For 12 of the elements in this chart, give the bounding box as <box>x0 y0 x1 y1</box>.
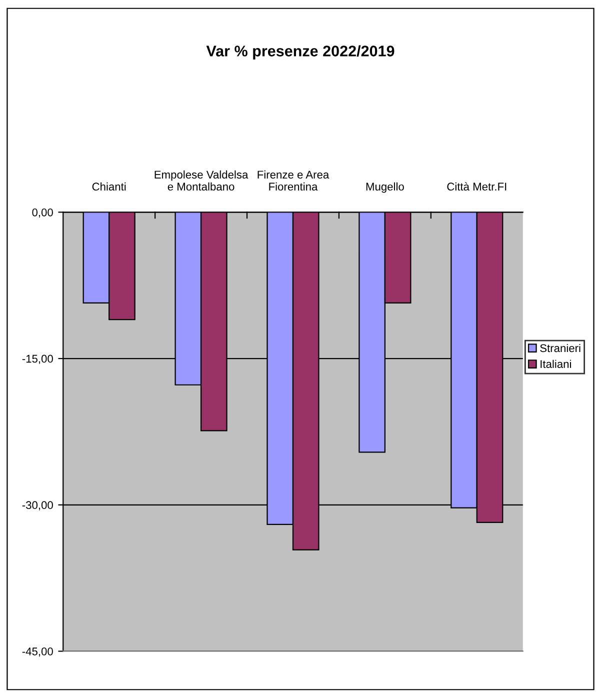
x-tick-label: Empolese Valdelsa e Montalbano <box>154 170 248 191</box>
y-tick-label: 0,00 <box>32 208 53 218</box>
x-tick-label: Mugello <box>366 182 404 193</box>
y-tick-label: -45,00 <box>22 648 53 657</box>
legend-label: Italiani <box>540 360 571 368</box>
x-tick-label: Firenze e Area Fiorentina <box>258 170 330 191</box>
x-tick-label: Città Metr.FI <box>447 182 506 191</box>
y-tick-label: -30,00 <box>22 501 53 510</box>
x-tick-label: Chianti <box>92 182 126 191</box>
y-tick-label: -15,00 <box>22 354 53 364</box>
legend-label: Stranieri <box>540 344 580 352</box>
chart-title: Var % presenze 2022/2019 <box>206 45 394 60</box>
